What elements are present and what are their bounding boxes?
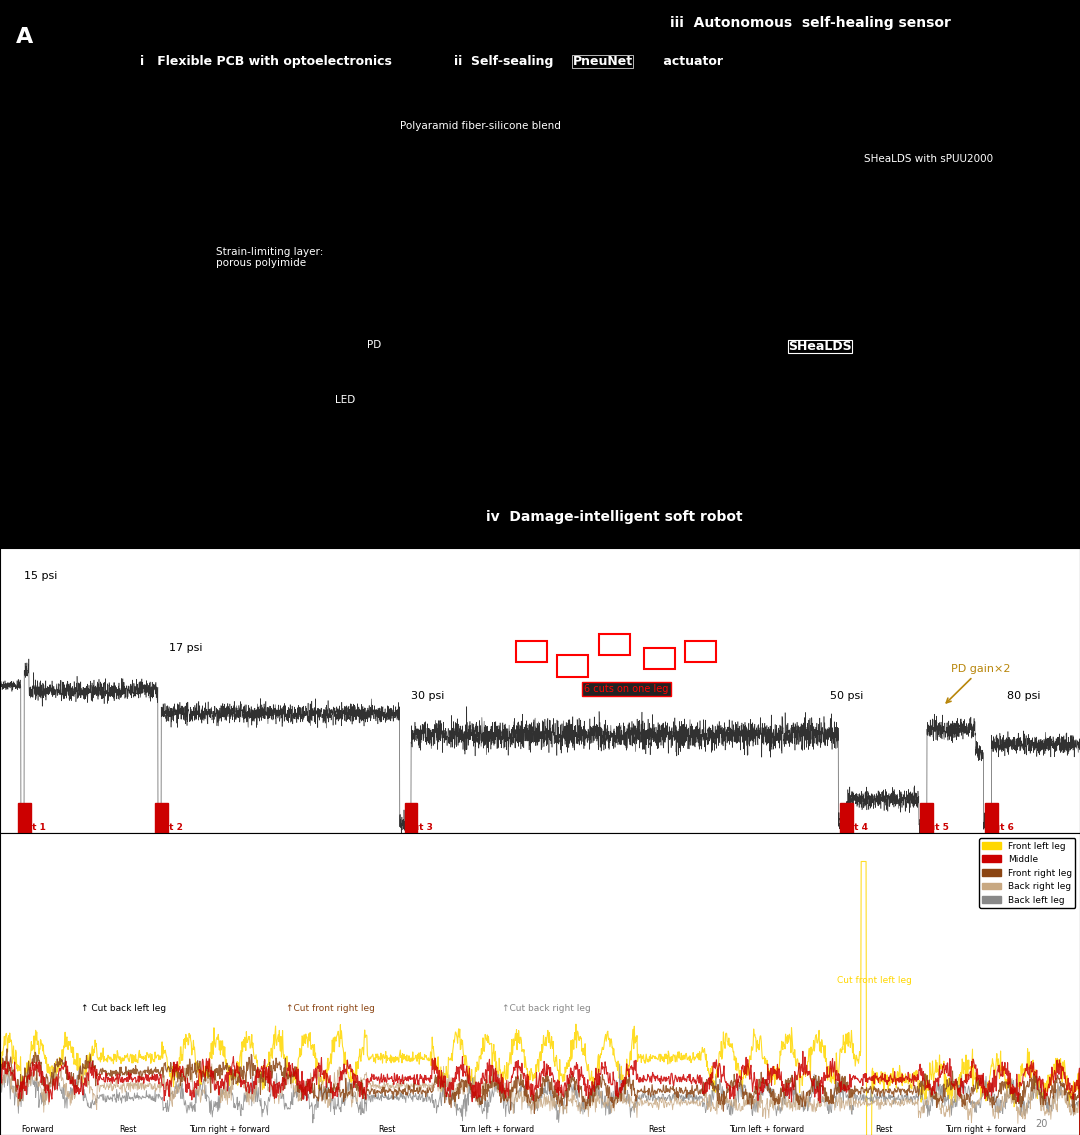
- Text: A: A: [16, 27, 33, 48]
- Text: ↑ Cut back left leg: ↑ Cut back left leg: [81, 1004, 166, 1012]
- Text: Cut 2: Cut 2: [157, 823, 184, 832]
- Text: ↑Cut front right leg: ↑Cut front right leg: [286, 1004, 375, 1012]
- Text: 15 psi: 15 psi: [24, 571, 57, 581]
- Text: Rest: Rest: [875, 1125, 892, 1134]
- Text: Rest: Rest: [648, 1125, 665, 1134]
- Text: SHeaLDS with sPUU2000: SHeaLDS with sPUU2000: [864, 153, 994, 163]
- Text: Forward: Forward: [22, 1125, 54, 1134]
- Text: 80 psi: 80 psi: [1008, 691, 1041, 701]
- Text: LED: LED: [335, 395, 355, 405]
- Text: ↑Cut back right leg: ↑Cut back right leg: [502, 1004, 591, 1012]
- Bar: [985, 804, 998, 833]
- Text: PneuNet: PneuNet: [572, 54, 633, 68]
- Text: SHeaLDS: SHeaLDS: [788, 340, 852, 353]
- Text: iii  Autonomous  self-healing sensor: iii Autonomous self-healing sensor: [670, 16, 950, 31]
- Bar: [920, 804, 933, 833]
- Text: Cut 5: Cut 5: [922, 823, 949, 832]
- Text: Cut front left leg: Cut front left leg: [837, 976, 912, 985]
- Text: Polyaramid fiber-silicone blend: Polyaramid fiber-silicone blend: [400, 120, 561, 131]
- Text: PD: PD: [367, 340, 381, 350]
- Text: 17 psi: 17 psi: [170, 644, 203, 654]
- Text: 50 psi: 50 psi: [831, 691, 864, 701]
- Text: Strain-limiting layer:
porous polyimide: Strain-limiting layer: porous polyimide: [216, 246, 323, 268]
- Text: ii  Self-sealing: ii Self-sealing: [454, 54, 557, 68]
- Bar: [405, 804, 418, 833]
- Text: Turn left + forward: Turn left + forward: [729, 1125, 805, 1134]
- Text: Rest: Rest: [378, 1125, 395, 1134]
- Text: actuator: actuator: [659, 54, 723, 68]
- Text: Cut 4: Cut 4: [841, 823, 868, 832]
- Bar: [17, 804, 30, 833]
- Text: Turn right + forward: Turn right + forward: [945, 1125, 1026, 1134]
- Bar: [154, 804, 167, 833]
- X-axis label: Time (min): Time (min): [507, 859, 573, 872]
- Text: Cut 1: Cut 1: [19, 823, 46, 832]
- Text: Cut 6: Cut 6: [986, 823, 1013, 832]
- Text: i   Flexible PCB with optoelectronics: i Flexible PCB with optoelectronics: [140, 54, 392, 68]
- Legend: Front left leg, Middle, Front right leg, Back right leg, Back left leg: Front left leg, Middle, Front right leg,…: [978, 838, 1076, 908]
- Text: PD gain×2: PD gain×2: [946, 664, 1011, 703]
- Text: 20: 20: [1036, 1119, 1048, 1129]
- Text: 30 psi: 30 psi: [411, 691, 444, 701]
- Text: Turn right + forward: Turn right + forward: [189, 1125, 270, 1134]
- Text: Cut 3: Cut 3: [406, 823, 433, 832]
- Bar: [840, 804, 853, 833]
- Text: Turn left + forward: Turn left + forward: [459, 1125, 535, 1134]
- Text: Rest: Rest: [119, 1125, 136, 1134]
- Text: iv  Damage-intelligent soft robot: iv Damage-intelligent soft robot: [486, 510, 743, 524]
